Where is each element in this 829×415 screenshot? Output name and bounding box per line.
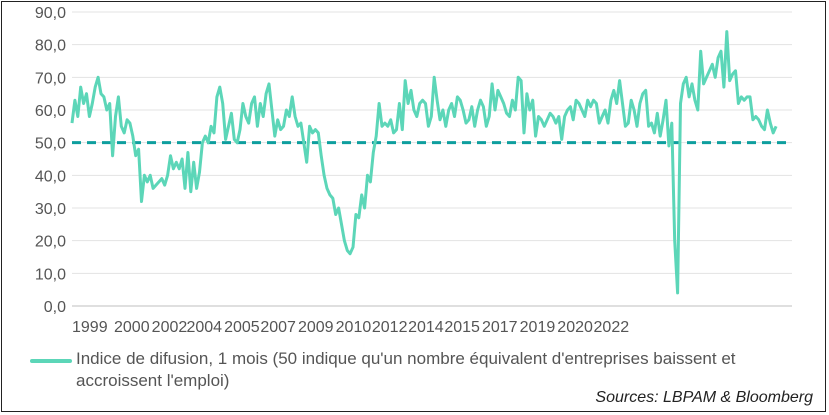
source-note: Sources: LBPAM & Bloomberg: [595, 389, 813, 406]
y-tick-label: 70,0: [35, 70, 66, 87]
y-tick-label: 80,0: [35, 38, 66, 55]
x-tick-label: 2014: [408, 319, 444, 336]
x-tick-label: 2009: [298, 319, 334, 336]
x-tick-label: 1999: [72, 319, 108, 336]
x-tick-label: 2007: [260, 319, 296, 336]
x-tick-label: 2012: [372, 319, 408, 336]
x-tick-label: 2017: [482, 319, 518, 336]
x-tick-label: 2022: [594, 319, 630, 336]
y-tick-label: 10,0: [35, 266, 66, 283]
x-axis: 1999 2000 2002 2004 2005 2007 2009 2010 2012 2014…: [72, 319, 629, 336]
y-tick-label: 50,0: [35, 136, 66, 153]
y-tick-label: 60,0: [35, 103, 66, 120]
x-tick-label: 2004: [186, 319, 222, 336]
y-tick-label: 90,0: [35, 5, 66, 22]
x-tick-label: 2005: [224, 319, 260, 336]
legend: Indice de difusion, 1 mois (50 indique q…: [30, 348, 816, 392]
grid-layer: [72, 11, 792, 307]
x-tick-label: 2000: [114, 319, 150, 336]
series-line: [70, 30, 778, 295]
x-tick-label: 2019: [520, 319, 556, 336]
y-tick-label: 0,0: [44, 299, 66, 316]
y-tick-label: 40,0: [35, 168, 66, 185]
x-tick-label: 2002: [152, 319, 188, 336]
x-tick-label: 2015: [444, 319, 480, 336]
y-tick-label: 20,0: [35, 234, 66, 251]
y-axis: 0,0 10,0 20,0 30,0 40,0 50,0 60,0 70,0 80,0 90,0: [35, 5, 66, 316]
x-tick-label: 2020: [557, 319, 593, 336]
x-tick-label: 2010: [336, 319, 372, 336]
legend-swatch: [30, 359, 72, 363]
y-tick-label: 30,0: [35, 201, 66, 218]
legend-label: Indice de difusion, 1 mois (50 indique q…: [76, 349, 736, 390]
